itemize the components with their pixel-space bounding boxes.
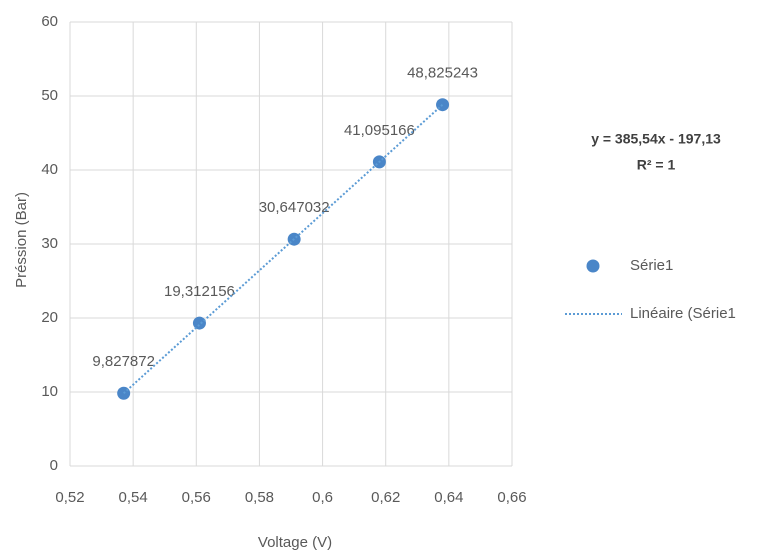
data-label: 9,827872 — [92, 353, 155, 370]
x-tick-label: 0,58 — [245, 489, 274, 506]
x-axis-title: Voltage (V) — [258, 534, 332, 551]
r-squared: R² = 1 — [637, 157, 676, 173]
data-point — [436, 98, 450, 112]
x-tick-label: 0,56 — [182, 489, 211, 506]
data-label: 41,095166 — [344, 122, 415, 139]
y-tick-label: 60 — [41, 13, 58, 30]
y-tick-label: 20 — [41, 309, 58, 326]
y-axis-title: Préssion (Bar) — [13, 192, 30, 288]
y-tick-label: 40 — [41, 161, 58, 178]
y-tick-label: 30 — [41, 235, 58, 252]
x-tick-label: 0,64 — [434, 489, 463, 506]
data-point — [192, 316, 206, 330]
y-tick-label: 10 — [41, 383, 58, 400]
trendline — [123, 103, 444, 395]
x-tick-label: 0,62 — [371, 489, 400, 506]
x-tick-label: 0,6 — [312, 489, 333, 506]
data-label: 19,312156 — [164, 283, 235, 300]
x-tick-label: 0,54 — [119, 489, 148, 506]
x-tick-label: 0,66 — [497, 489, 526, 506]
data-point — [117, 386, 131, 400]
legend-marker — [586, 259, 600, 273]
data-label: 30,647032 — [259, 199, 330, 216]
legend-label: Série1 — [630, 257, 673, 274]
x-tick-label: 0,52 — [55, 489, 84, 506]
y-tick-label: 0 — [50, 457, 58, 474]
data-label: 48,825243 — [407, 65, 478, 82]
trend-equation: y = 385,54x - 197,13 — [591, 131, 721, 147]
legend-label: Linéaire (Série1 — [630, 305, 736, 322]
y-tick-label: 50 — [41, 87, 58, 104]
